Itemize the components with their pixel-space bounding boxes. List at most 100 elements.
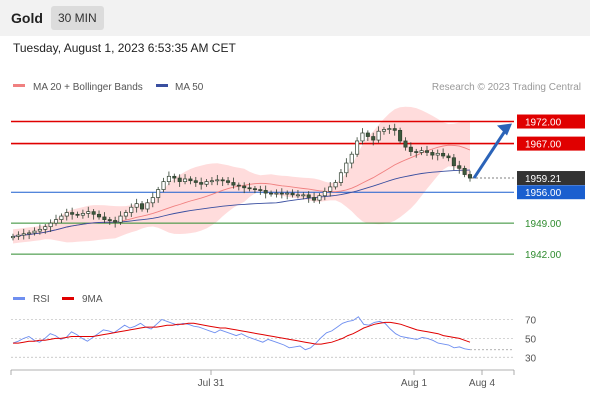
candle-body	[32, 230, 37, 234]
candle-body	[156, 189, 161, 198]
candle-body	[193, 180, 198, 183]
ma20-legend-label: MA 20 + Bollinger Bands	[33, 82, 143, 93]
candle-body	[349, 153, 354, 164]
candle-body	[102, 216, 107, 220]
candle-body	[328, 186, 333, 192]
candle-body	[317, 195, 322, 201]
candle-body	[10, 236, 16, 239]
candle-body	[279, 192, 284, 195]
candle-body	[462, 167, 467, 175]
ma9-legend-label: 9MA	[82, 294, 103, 305]
candle-body	[295, 194, 300, 197]
candle-body	[97, 213, 102, 218]
candle-body	[140, 203, 145, 210]
candle-body	[145, 202, 150, 210]
ma50-legend-label: MA 50	[175, 82, 204, 93]
rsi-tick-30: 30	[525, 353, 537, 364]
candle-body	[263, 190, 268, 194]
candle-body	[27, 232, 32, 235]
candle-body	[435, 152, 440, 156]
candle-body	[204, 181, 209, 185]
timeframe-badge[interactable]: 30 MIN	[51, 6, 104, 30]
candle-body	[37, 228, 42, 232]
candle-body	[365, 132, 370, 137]
candle-body	[333, 182, 338, 188]
candle-body	[188, 178, 193, 182]
candle-body	[48, 222, 53, 228]
level-badge-1956.00	[517, 185, 585, 200]
candle-body	[134, 203, 139, 208]
ma9-line	[13, 321, 471, 345]
candle-body	[312, 197, 317, 201]
candle-body	[376, 130, 381, 141]
candle-body	[70, 212, 75, 215]
candle-body	[355, 140, 360, 155]
candle-body	[64, 212, 69, 217]
candle-body	[360, 132, 365, 142]
candle-body	[285, 192, 290, 195]
candle-body	[306, 194, 311, 198]
candle-body	[398, 129, 403, 142]
candle-body	[199, 182, 204, 185]
candle-body	[274, 192, 279, 195]
candle-body	[80, 213, 85, 216]
candle-body	[107, 219, 112, 221]
candle-body	[419, 150, 424, 153]
candle-body	[392, 128, 397, 131]
candle-body	[446, 155, 451, 159]
candle-body	[408, 146, 413, 152]
candle-body	[118, 215, 123, 223]
candle-body	[338, 172, 343, 183]
candle-body	[172, 175, 177, 179]
candle-body	[290, 192, 295, 196]
candle-body	[86, 211, 91, 214]
current-price-badge	[517, 171, 585, 186]
candle-body	[43, 226, 48, 230]
level-label-1956.00: 1956.00	[525, 188, 562, 199]
candle-body	[441, 152, 446, 157]
x-tick-label: Aug 4	[469, 378, 496, 389]
rsi-tick-50: 50	[525, 334, 537, 345]
candle-body	[467, 174, 473, 179]
candle-body	[177, 177, 182, 182]
candle-body	[258, 189, 263, 191]
level-label-1972.00: 1972.00	[525, 118, 562, 129]
candle-body	[166, 175, 171, 182]
candle-body	[215, 179, 220, 182]
candle-body	[247, 187, 252, 190]
candle-body	[59, 215, 64, 220]
level-label-1949.00: 1949.00	[525, 219, 562, 230]
level-label-1967.00: 1967.00	[525, 140, 562, 151]
candle-body	[53, 219, 59, 224]
rsi-tick-70: 70	[525, 316, 537, 327]
candle-body	[242, 185, 247, 189]
candle-body	[430, 152, 435, 156]
candle-body	[91, 211, 96, 215]
forecast-arrow-head	[497, 123, 512, 136]
current-price-label: 1959.21	[525, 174, 562, 185]
level-badge-1967.00	[517, 136, 585, 151]
candle-body	[209, 180, 214, 183]
candle-body	[129, 206, 134, 213]
candle-body	[150, 197, 155, 204]
instrument-title: Gold	[11, 10, 43, 26]
candle-body	[403, 140, 408, 148]
candle-body	[236, 184, 241, 187]
bollinger-band	[13, 106, 470, 244]
candle-body	[16, 234, 21, 237]
level-label-1942.00: 1942.00	[525, 250, 562, 261]
x-tick-label: Aug 1	[401, 378, 428, 389]
header-bar: Gold 30 MIN	[0, 0, 590, 36]
rsi-line	[12, 316, 471, 351]
candle-body	[301, 194, 306, 197]
candle-body	[113, 220, 118, 223]
credit-text: Research © 2023 Trading Central	[432, 82, 581, 93]
candle-body	[220, 179, 225, 182]
candle-body	[451, 157, 456, 167]
candle-body	[371, 136, 376, 141]
candle-body	[457, 165, 462, 169]
candle-body	[344, 162, 349, 174]
ma20-legend-swatch	[13, 84, 25, 87]
